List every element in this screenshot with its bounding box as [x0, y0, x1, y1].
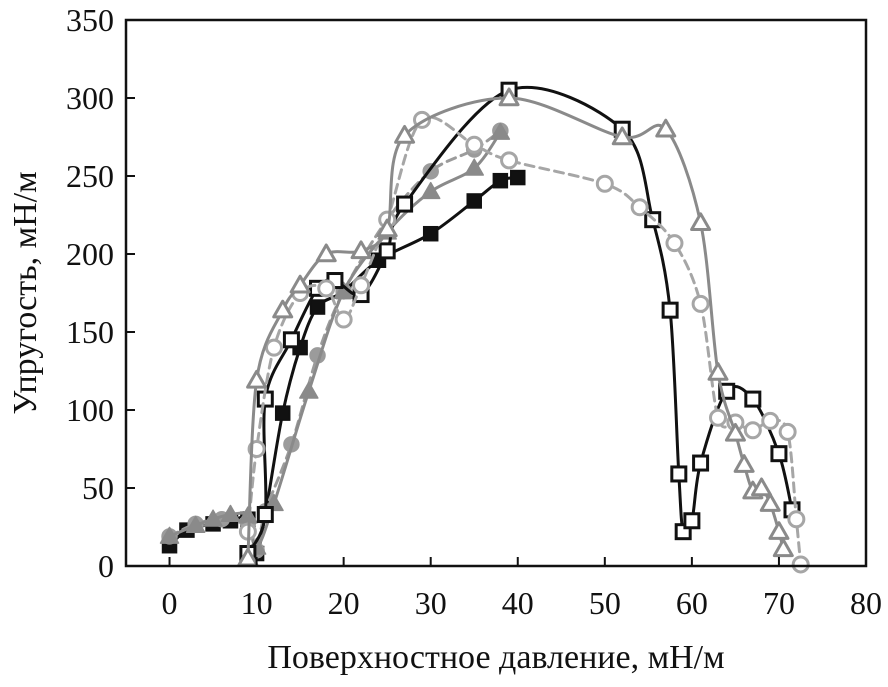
- x-tick-label: 70: [763, 585, 795, 621]
- data-point: [317, 279, 336, 298]
- data-point: [670, 465, 688, 483]
- data-point: [759, 493, 781, 512]
- data-point: [378, 242, 396, 260]
- plot-frame: [124, 18, 868, 568]
- data-point: [500, 151, 519, 170]
- series-line: [168, 130, 502, 549]
- data-point: [274, 405, 291, 421]
- series-6: [237, 87, 794, 567]
- data-point: [761, 411, 780, 430]
- data-point: [683, 512, 701, 530]
- data-point: [751, 477, 773, 497]
- data-point: [744, 390, 762, 408]
- x-tick-label: 0: [162, 585, 178, 621]
- series-1: [161, 169, 526, 562]
- y-tick-label: 300: [66, 80, 114, 116]
- y-axis-label: Упругость, мН/м: [7, 171, 44, 414]
- data-point: [394, 124, 416, 144]
- data-point: [791, 555, 810, 574]
- data-point: [490, 122, 511, 140]
- data-point: [159, 526, 180, 544]
- data-point: [787, 510, 806, 529]
- data-point: [691, 294, 710, 313]
- y-tick-label: 250: [66, 158, 114, 194]
- data-point: [256, 506, 274, 524]
- data-point: [420, 181, 441, 200]
- y-tick-label: 50: [82, 470, 114, 506]
- data-point: [772, 538, 794, 558]
- data-point: [510, 169, 526, 186]
- data-point: [690, 212, 712, 232]
- series-4: [239, 81, 801, 563]
- y-tick-label: 100: [66, 392, 114, 428]
- data-point: [272, 299, 294, 319]
- x-tick-label: 10: [241, 585, 273, 621]
- data-point: [630, 198, 649, 217]
- data-point: [466, 193, 482, 209]
- data-point: [282, 331, 300, 349]
- data-point: [315, 243, 337, 263]
- data-point: [724, 422, 746, 442]
- data-point: [299, 381, 319, 399]
- data-point: [396, 195, 414, 213]
- data-point: [185, 515, 206, 533]
- y-tick-label: 200: [66, 236, 114, 272]
- series-2: [161, 122, 509, 559]
- data-point: [203, 509, 223, 527]
- series-3: [159, 122, 511, 555]
- data-point: [422, 225, 439, 242]
- x-tick-label: 40: [502, 585, 534, 621]
- data-point: [309, 299, 326, 315]
- y-tick-label: 0: [98, 548, 114, 584]
- x-tick-label: 60: [676, 585, 708, 621]
- x-tick-label: 50: [589, 585, 621, 621]
- data-point: [709, 408, 727, 427]
- series-line: [168, 176, 520, 556]
- data-point: [220, 504, 241, 523]
- x-tick-label: 30: [415, 585, 447, 621]
- data-point: [655, 118, 677, 138]
- x-axis-label: Поверхностное давление, мН/м: [267, 639, 724, 676]
- y-tick-label: 150: [66, 314, 114, 350]
- data-point: [611, 126, 633, 146]
- data-point: [733, 454, 755, 473]
- data-point: [352, 276, 371, 295]
- data-point: [595, 174, 614, 193]
- data-point: [465, 135, 484, 154]
- data-point: [246, 369, 268, 389]
- data-point: [707, 362, 729, 381]
- y-tick-label: 350: [66, 2, 114, 38]
- data-point: [661, 301, 679, 319]
- data-point: [265, 338, 283, 357]
- data-point: [770, 445, 788, 463]
- data-point: [692, 454, 710, 472]
- data-point: [350, 240, 372, 260]
- data-point: [334, 310, 353, 329]
- data-point: [289, 274, 311, 294]
- data-point: [778, 422, 797, 441]
- data-point: [498, 87, 520, 107]
- series-line: [168, 129, 502, 552]
- data-point: [492, 172, 509, 189]
- x-tick-label: 80: [850, 585, 882, 621]
- data-point: [665, 234, 684, 253]
- series-layer: [159, 81, 810, 574]
- ticks-layer: 0 10 20 30 40 50 60 70 80 0 50 100 150 200 250 300 350: [66, 2, 882, 621]
- x-tick-label: 20: [328, 585, 360, 621]
- data-point: [768, 521, 790, 540]
- data-point: [376, 218, 398, 238]
- series-5: [238, 110, 810, 574]
- data-point: [743, 421, 762, 440]
- data-point: [464, 158, 484, 176]
